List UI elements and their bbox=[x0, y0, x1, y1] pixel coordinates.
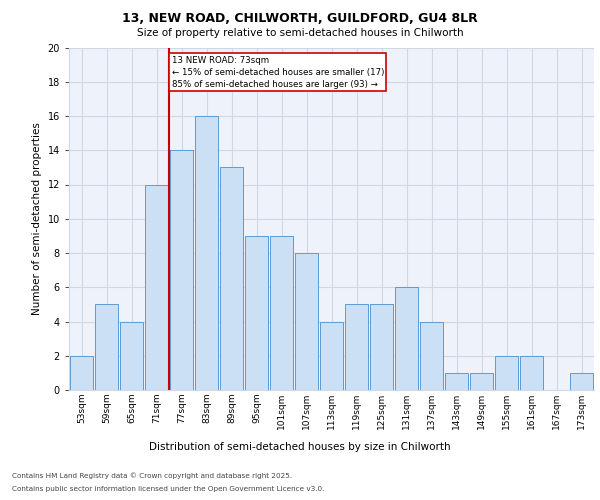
Bar bbox=[170, 150, 193, 390]
Bar bbox=[120, 322, 143, 390]
Text: 13 NEW ROAD: 73sqm
← 15% of semi-detached houses are smaller (17)
85% of semi-de: 13 NEW ROAD: 73sqm ← 15% of semi-detache… bbox=[172, 56, 384, 88]
Bar bbox=[220, 168, 243, 390]
Text: 13, NEW ROAD, CHILWORTH, GUILDFORD, GU4 8LR: 13, NEW ROAD, CHILWORTH, GUILDFORD, GU4 … bbox=[122, 12, 478, 26]
Y-axis label: Number of semi-detached properties: Number of semi-detached properties bbox=[32, 122, 42, 315]
Bar bbox=[570, 373, 593, 390]
Bar bbox=[420, 322, 443, 390]
Bar bbox=[445, 373, 468, 390]
Bar bbox=[270, 236, 293, 390]
Text: Contains HM Land Registry data © Crown copyright and database right 2025.: Contains HM Land Registry data © Crown c… bbox=[12, 472, 292, 479]
Text: Size of property relative to semi-detached houses in Chilworth: Size of property relative to semi-detach… bbox=[137, 28, 463, 38]
Bar bbox=[470, 373, 493, 390]
Bar bbox=[145, 184, 168, 390]
Bar bbox=[395, 287, 418, 390]
Bar bbox=[245, 236, 268, 390]
Bar bbox=[70, 356, 93, 390]
Bar bbox=[95, 304, 118, 390]
Bar bbox=[320, 322, 343, 390]
Bar bbox=[345, 304, 368, 390]
Text: Contains public sector information licensed under the Open Government Licence v3: Contains public sector information licen… bbox=[12, 486, 325, 492]
Bar bbox=[195, 116, 218, 390]
Text: Distribution of semi-detached houses by size in Chilworth: Distribution of semi-detached houses by … bbox=[149, 442, 451, 452]
Bar bbox=[295, 253, 318, 390]
Bar bbox=[495, 356, 518, 390]
Bar bbox=[520, 356, 543, 390]
Bar bbox=[370, 304, 393, 390]
